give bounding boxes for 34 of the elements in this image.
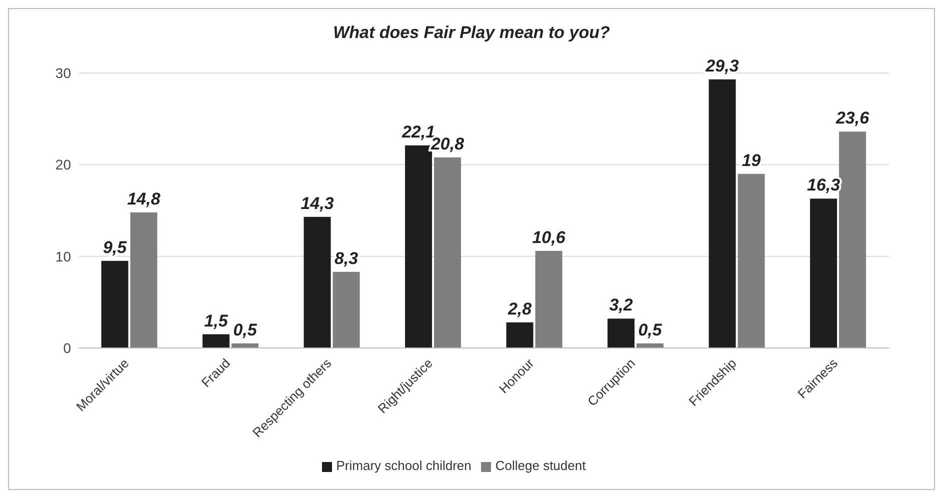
- data-label: 19: [742, 150, 762, 170]
- bar: [101, 260, 128, 348]
- legend-label: College student: [495, 458, 586, 473]
- data-label: 8,3: [334, 248, 359, 268]
- bar: [608, 318, 635, 348]
- data-label: 29,3: [704, 56, 740, 76]
- bar: [434, 157, 462, 348]
- chart-title: What does Fair Play mean to you?: [332, 23, 611, 43]
- data-label: 14,8: [127, 189, 161, 208]
- y-tick-label: 10: [55, 248, 72, 264]
- data-label: 1,5: [204, 311, 228, 330]
- bar: [839, 132, 866, 348]
- y-tick-label: 0: [63, 340, 72, 356]
- y-tick-label: 20: [55, 156, 72, 173]
- data-label: 3,2: [609, 296, 634, 315]
- data-label: 23,6: [834, 108, 870, 128]
- bar: [130, 212, 158, 348]
- bar: [332, 272, 360, 348]
- bar: [202, 334, 230, 348]
- bar: [738, 174, 765, 348]
- bar: [304, 216, 331, 348]
- y-tick-label: 30: [55, 64, 72, 81]
- bar: [810, 198, 838, 348]
- bar: [405, 145, 432, 348]
- bar: [535, 250, 562, 348]
- data-label: 9,5: [102, 238, 128, 257]
- bar: [708, 79, 736, 348]
- legend-label: Primary school children: [336, 458, 472, 473]
- data-label: 0,5: [638, 320, 662, 340]
- bar: [506, 322, 534, 348]
- data-label: 10,6: [532, 228, 566, 247]
- data-label: 0,5: [233, 320, 258, 340]
- data-label: 14,3: [300, 194, 334, 213]
- data-label: 2,8: [506, 299, 532, 318]
